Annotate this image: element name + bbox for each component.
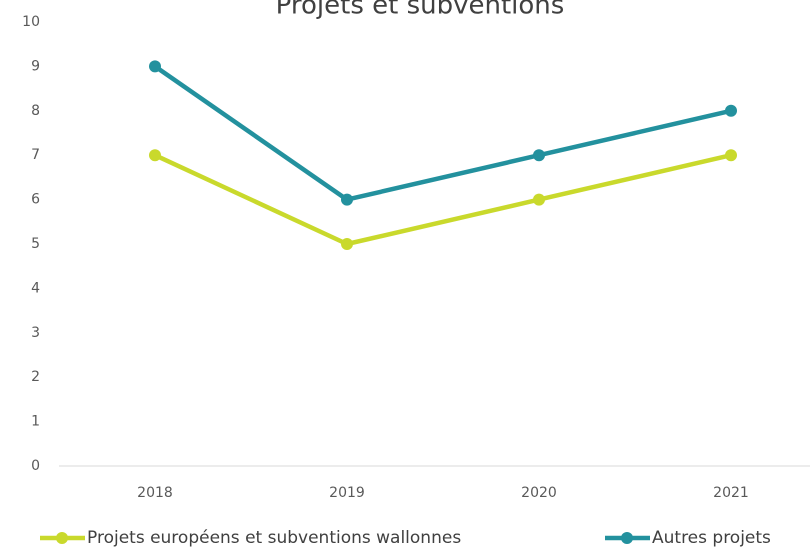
- legend-label: Autres projets: [652, 528, 771, 548]
- chart-title: Projets et subventions: [276, 0, 565, 21]
- y-tick-label: 9: [31, 58, 40, 74]
- y-tick-label: 3: [31, 325, 40, 341]
- data-point: [725, 104, 737, 117]
- y-tick-label: 7: [31, 147, 40, 163]
- data-point: [533, 149, 545, 162]
- legend-marker: [621, 532, 633, 544]
- series-line: [154, 153, 732, 247]
- data-point: [341, 193, 353, 206]
- y-tick-label: 6: [31, 192, 40, 208]
- x-tick-label: 2019: [329, 485, 365, 501]
- data-point: [149, 149, 161, 162]
- y-tick-label: 2: [31, 369, 40, 385]
- data-point: [533, 193, 545, 206]
- y-tick-label: 10: [22, 14, 40, 30]
- y-tick-label: 8: [31, 103, 40, 119]
- data-point: [725, 149, 737, 162]
- legend-label: Projets européens et subventions wallonn…: [87, 528, 461, 548]
- y-tick-label: 5: [31, 236, 40, 252]
- x-tick-label: 2021: [713, 485, 749, 501]
- data-point: [149, 60, 161, 73]
- x-tick-label: 2018: [137, 485, 173, 501]
- y-tick-label: 4: [31, 280, 40, 296]
- legend-marker: [56, 532, 68, 544]
- series-line: [153, 64, 732, 202]
- y-tick-label: 1: [31, 414, 40, 430]
- x-tick-label: 2020: [521, 485, 557, 501]
- data-point: [341, 238, 353, 250]
- y-tick-label: 0: [31, 458, 40, 474]
